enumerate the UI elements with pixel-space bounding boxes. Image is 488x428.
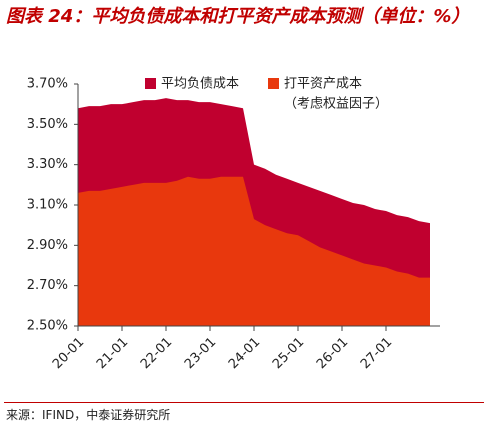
- legend-note: （考虑权益因子）: [284, 96, 388, 112]
- y-tick-label: 3.70%: [27, 77, 68, 92]
- legend-swatch: [268, 78, 279, 89]
- chart-title: 图表 24：平均负债成本和打平资产成本预测（单位：%）: [6, 6, 470, 27]
- x-tick-label: 24-01: [226, 335, 263, 372]
- x-tick-label: 23-01: [182, 335, 219, 372]
- y-tick-label: 3.10%: [27, 198, 68, 213]
- x-tick-label: 25-01: [270, 335, 307, 372]
- legend-label: 打平资产成本: [284, 77, 362, 92]
- x-tick-label: 26-01: [314, 335, 351, 372]
- x-tick-label: 27-01: [358, 335, 395, 372]
- chart: 2.50% 2.70% 2.90% 3.10% 3.30% 3.50% 3.70% 20-01…: [27, 77, 440, 372]
- source-note: 来源：IFIND，中泰证券研究所: [6, 408, 171, 422]
- y-tick-label: 2.70%: [27, 278, 68, 293]
- x-tick-label: 21-01: [94, 335, 131, 372]
- legend-swatch: [145, 78, 156, 89]
- y-tick-label: 3.50%: [27, 117, 68, 132]
- x-tick-label: 20-01: [50, 335, 87, 372]
- y-tick-label: 3.30%: [27, 157, 68, 172]
- y-tick-label: 2.90%: [27, 238, 68, 253]
- legend-label: 平均负债成本: [161, 77, 239, 92]
- divider: [4, 402, 484, 403]
- area: [78, 176, 430, 326]
- y-tick-label: 2.50%: [27, 319, 68, 334]
- x-tick-label: 22-01: [138, 335, 175, 372]
